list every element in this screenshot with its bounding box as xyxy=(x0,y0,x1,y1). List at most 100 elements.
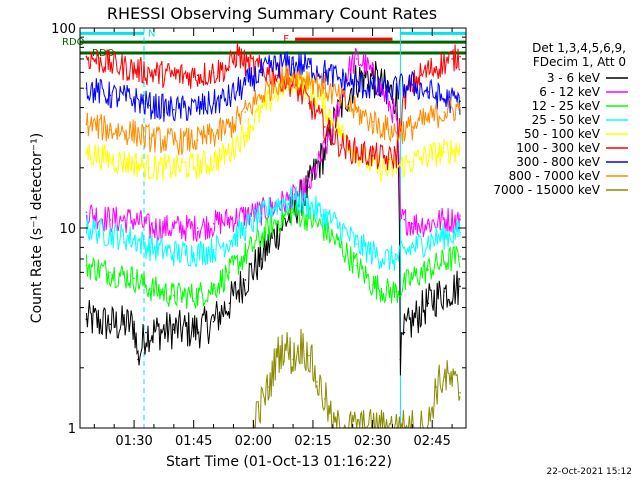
legend-header-line-1: Det 1,3,4,5,6,9, xyxy=(532,41,626,55)
series-4-point-5 xyxy=(196,164,199,167)
series-7-point-15 xyxy=(355,111,358,113)
series-1-point-18 xyxy=(363,63,366,65)
series-5-point-14 xyxy=(324,126,326,128)
flag-label-rdo-2: RDO xyxy=(62,37,85,48)
series-5-point-13 xyxy=(308,102,310,105)
series-4-point-6 xyxy=(212,160,215,163)
series-3-point-15 xyxy=(355,243,358,245)
series-5-point-3 xyxy=(149,71,151,74)
flag-label-n-0: N xyxy=(148,28,155,39)
x-tick-label-3: 02:15 xyxy=(294,434,331,449)
series-6-point-0 xyxy=(85,87,88,90)
series-line-2 xyxy=(85,201,461,309)
series-5-point-1 xyxy=(109,63,112,65)
series-line-8 xyxy=(252,328,461,430)
legend-label-5: 100 - 300 keV xyxy=(516,141,600,155)
series-7-point-9 xyxy=(260,94,263,97)
series-5-point-16 xyxy=(355,151,358,153)
series-8-point-1 xyxy=(268,386,271,388)
series-7-point-0 xyxy=(85,123,88,126)
series-4-point-8 xyxy=(244,131,247,134)
series-4-point-0 xyxy=(85,151,88,153)
series-2-point-6 xyxy=(212,287,215,290)
x-tick-label-4: 02:30 xyxy=(354,434,391,449)
series-2-point-11 xyxy=(292,211,294,213)
series-4-point-17 xyxy=(387,169,390,171)
series-3-point-14 xyxy=(339,227,342,229)
series-7-point-3 xyxy=(149,137,151,140)
series-4-point-20 xyxy=(427,154,430,157)
series-5-point-11 xyxy=(276,74,278,77)
x-tick-label-2: 02:00 xyxy=(235,434,272,449)
series-1-point-16 xyxy=(347,68,350,71)
legend-label-8: 7000 - 15000 keV xyxy=(493,183,600,197)
series-8-point-17 xyxy=(451,381,453,383)
series-2-point-18 xyxy=(395,290,398,293)
series-3-point-3 xyxy=(149,246,151,249)
chart-title: RHESSI Observing Summary Count Rates xyxy=(107,4,437,23)
series-5-point-2 xyxy=(133,68,135,71)
series-1-point-21 xyxy=(387,102,390,105)
series-5-point-17 xyxy=(371,154,374,157)
series-2-point-19 xyxy=(411,277,414,280)
series-8-point-2 xyxy=(276,354,278,357)
series-0-point-4 xyxy=(145,331,147,334)
series-6-point-22 xyxy=(459,100,461,103)
series-8-point-3 xyxy=(284,344,286,346)
series-2-point-16 xyxy=(371,283,374,286)
series-0-point-7 xyxy=(212,320,215,323)
legend-label-1: 6 - 12 keV xyxy=(539,85,601,99)
series-3-point-11 xyxy=(292,197,294,200)
series-6-point-14 xyxy=(339,79,342,81)
series-0-point-8 xyxy=(228,302,231,305)
series-1-point-7 xyxy=(228,218,231,221)
plot-area: N F RDO RDO 01:30 01:45 02:00 02:15 02:30 02:45 1… xyxy=(51,22,467,449)
series-7-point-8 xyxy=(244,111,247,113)
series-3-point-9 xyxy=(260,215,263,217)
series-7-point-21 xyxy=(443,111,445,113)
series-3-point-19 xyxy=(411,246,414,249)
flag-label-f-1: F xyxy=(283,34,289,45)
series-7-point-6 xyxy=(212,134,215,137)
series-1-point-23 xyxy=(399,218,402,221)
series-1-point-13 xyxy=(320,158,322,161)
series-8-point-6 xyxy=(308,354,310,357)
series-0-point-0 xyxy=(85,318,88,320)
series-6-point-21 xyxy=(443,98,445,101)
series-6-point-1 xyxy=(109,94,112,97)
axis-ticks: 01:30 01:45 02:00 02:15 02:30 02:45 1 10 100 xyxy=(51,22,466,449)
series-3-point-20 xyxy=(427,240,430,242)
series-6-point-2 xyxy=(133,98,135,101)
series-4-point-14 xyxy=(339,131,342,134)
series-4-point-21 xyxy=(443,151,445,153)
series-5-point-24 xyxy=(459,55,461,58)
series-7-point-22 xyxy=(459,106,461,109)
series-1-point-28 xyxy=(459,218,461,221)
series-4-point-16 xyxy=(371,164,374,167)
series-3-point-1 xyxy=(109,233,112,236)
legend-header-line-2: FDecim 1, Att 0 xyxy=(533,55,626,69)
series-line-1 xyxy=(85,47,461,242)
series-2-point-21 xyxy=(443,260,445,263)
series-0-point-14 xyxy=(324,151,326,153)
series-8-point-18 xyxy=(459,391,461,394)
series-7-point-13 xyxy=(324,87,326,90)
series-3-point-21 xyxy=(443,235,445,237)
series-2-point-3 xyxy=(149,287,151,290)
series-8-point-7 xyxy=(316,381,318,383)
series-5-point-22 xyxy=(435,65,437,68)
series-2-point-1 xyxy=(109,271,112,274)
series-8-point-8 xyxy=(324,397,326,400)
series-3-point-6 xyxy=(212,248,215,251)
series-0-point-20 xyxy=(395,96,398,99)
series-line-4 xyxy=(85,69,461,184)
series-6 xyxy=(85,51,461,122)
series-5-point-15 xyxy=(339,144,342,146)
series-0-point-22 xyxy=(403,331,406,334)
series-5-point-23 xyxy=(451,58,453,60)
legend-label-3: 25 - 50 keV xyxy=(532,113,601,127)
series-0-point-23 xyxy=(411,320,414,323)
series-7-point-11 xyxy=(292,74,294,77)
series-6-point-12 xyxy=(308,65,310,68)
series-1-point-22 xyxy=(395,115,398,118)
